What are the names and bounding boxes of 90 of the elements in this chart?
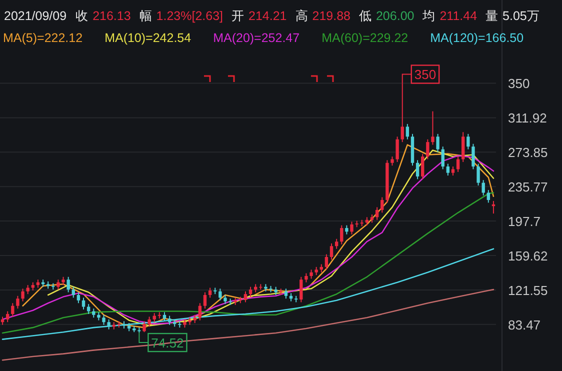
y-tick-label: 311.92 (508, 110, 547, 126)
candlestick (11, 302, 14, 318)
candlestick (472, 143, 475, 170)
y-tick-label: 273.85 (508, 145, 548, 160)
candlestick (375, 206, 379, 220)
candlestick (21, 288, 24, 302)
candlestick (26, 284, 30, 295)
line-series (2, 288, 494, 361)
line-series (2, 192, 494, 334)
candlestick (466, 133, 470, 150)
candlestick (406, 123, 410, 140)
candlestick (208, 287, 212, 298)
candlestick (324, 254, 328, 270)
y-tick-label: 83.47 (508, 317, 541, 332)
annotation: 幅 (139, 9, 152, 23)
candlestick (400, 82, 404, 143)
candlestick (441, 146, 444, 170)
candlestick (310, 269, 313, 280)
annotation: 216.13 (92, 9, 131, 23)
text: MA(10)=242.54 (104, 31, 192, 45)
candlestick (396, 136, 399, 162)
candlestick (304, 272, 308, 283)
note-high: 350 (402, 64, 440, 84)
candlestick (390, 156, 394, 166)
candlestick (486, 190, 490, 204)
y-tick-label: 235.77 (508, 180, 548, 195)
candlestick (345, 224, 348, 235)
candlestick (334, 238, 338, 250)
candlestick (86, 304, 90, 314)
candlestick (142, 320, 146, 333)
candlestick (436, 133, 440, 153)
y-tick-label: 197.7 (508, 214, 541, 230)
candlestick (340, 224, 344, 245)
annotation: 开 (232, 9, 245, 23)
candlestick (162, 312, 166, 322)
candlestick (426, 138, 430, 160)
candlestick (16, 295, 20, 310)
annotation: 量 (486, 9, 499, 23)
annotation: 211.44 (440, 9, 478, 23)
candlestick (350, 221, 354, 235)
candlestick (224, 294, 227, 305)
annotation: 214.21 (248, 9, 287, 23)
text: MA(5)=222.12 (3, 31, 83, 45)
candlestick (76, 292, 80, 304)
annotation: 低 (358, 9, 372, 23)
candlestick (102, 314, 106, 326)
candlestick (82, 297, 86, 310)
y-tick-label: 121.55 (508, 282, 548, 298)
candlestick (284, 288, 288, 300)
candlestick (451, 166, 455, 176)
annotation: 1.23%[2.63] (156, 9, 224, 23)
candlestick (203, 292, 207, 310)
candlestick (476, 163, 480, 186)
candlestick (300, 276, 303, 303)
candlestick (462, 132, 465, 162)
candlestick (66, 276, 70, 293)
annotation: 高 (295, 8, 308, 23)
candlestick (168, 315, 172, 326)
candlestick (330, 242, 334, 260)
annotation: 350 (414, 67, 436, 82)
candlestick (218, 288, 222, 301)
text: MA(60)=229.22 (322, 31, 408, 45)
text: MA(20)=252.47 (213, 31, 300, 45)
line-series (2, 248, 494, 340)
y-tick-label: 159.62 (508, 248, 548, 264)
candlestick (6, 310, 10, 323)
candlestick (72, 286, 75, 298)
text: 2021/09/09 (4, 9, 67, 23)
annotation: 均 (422, 9, 436, 23)
candlestick (107, 318, 110, 330)
candlestick (431, 110, 434, 146)
candlestick (198, 302, 202, 321)
annotation: 收 (76, 9, 89, 23)
candlestick (244, 290, 248, 303)
candlestick (56, 279, 60, 290)
candlestick (152, 312, 156, 323)
candlestick (148, 316, 151, 328)
candlestick (482, 180, 485, 196)
text: MA(120)=166.50 (430, 31, 524, 45)
candlestick (92, 308, 96, 318)
text: 5.05万 (502, 9, 540, 23)
candlestick (446, 163, 450, 176)
y-tick-label: 350 (508, 76, 530, 92)
candlestick (416, 160, 420, 180)
candlestick (456, 156, 460, 172)
annotation: 206.00 (376, 9, 414, 23)
candlestick (248, 286, 252, 298)
candlestick (421, 153, 424, 180)
annotation: 219.88 (312, 9, 351, 23)
candlestick (380, 196, 384, 214)
